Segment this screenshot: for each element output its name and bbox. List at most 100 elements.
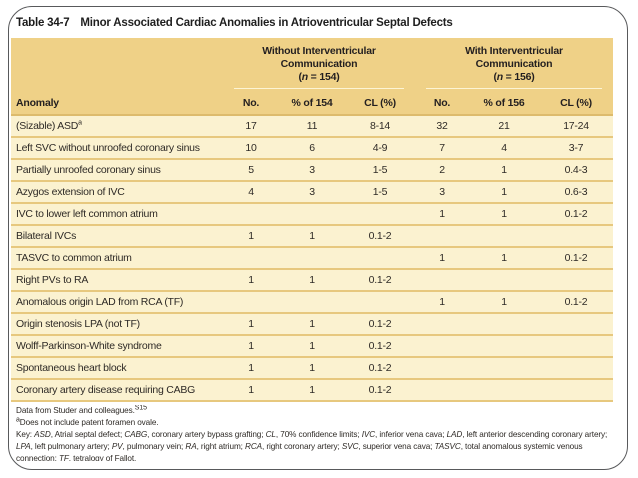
column-header-no-with: No.	[433, 97, 451, 109]
table-row: Left SVC without unroofed coronary sinus…	[11, 138, 613, 160]
group-without-line2: Communication	[280, 58, 358, 70]
anomaly-label: Right PVs to RA	[16, 274, 89, 286]
value-cell: 1	[248, 318, 254, 330]
value-cell: 17-24	[563, 120, 589, 132]
value-cell: 4	[248, 186, 254, 198]
anomaly-label: Bilateral IVCs	[16, 230, 77, 242]
value-cell: 1	[248, 362, 254, 374]
table-caption: Minor Associated Cardiac Anomalies in At…	[80, 17, 453, 29]
group-with-line2: Communication	[475, 58, 553, 70]
group-without-line1: Without Interventricular	[262, 45, 376, 57]
anomaly-footnote-marker: a	[78, 119, 82, 127]
anomaly-label: Anomalous origin LAD from RCA (TF)	[16, 296, 184, 308]
value-cell: 1	[309, 362, 315, 374]
value-cell: 6	[309, 142, 315, 154]
value-cell: 21	[498, 120, 510, 132]
value-cell: 1	[439, 208, 445, 220]
value-cell: 0.1-2	[368, 384, 392, 396]
table-row: IVC to lower left common atrium 1 1 0.1-2	[11, 204, 613, 226]
value-cell: 0.1-2	[368, 362, 392, 374]
column-header-pct-with: % of 156	[483, 97, 525, 109]
source-note: Data from Studer and colleagues.S15	[16, 405, 147, 415]
value-cell: 1	[439, 252, 445, 264]
footnote-a-marker: a	[16, 416, 20, 424]
anomaly-label: Partially unroofed coronary sinus	[16, 164, 161, 176]
group-without-n: (n = 154)	[298, 71, 340, 83]
value-cell: 0.1-2	[564, 208, 588, 220]
column-header-pct-without: % of 154	[291, 97, 333, 109]
value-cell: 5	[248, 164, 254, 176]
value-cell: 32	[436, 120, 448, 132]
table-number: Table 34-7	[16, 17, 70, 29]
value-cell: 1	[309, 318, 315, 330]
value-cell: 0.1-2	[368, 318, 392, 330]
anomaly-label: Origin stenosis LPA (not TF)	[16, 318, 140, 330]
table-row: Anomalous origin LAD from RCA (TF) 1 1 0.1-…	[11, 292, 613, 314]
value-cell: 1	[248, 384, 254, 396]
table-body: (Sizable) ASDa 17 11 8-14 32 21 17-24 Left SVC …	[11, 116, 613, 402]
anomaly-label: Wolff-Parkinson-White syndrome	[16, 340, 162, 352]
value-cell: 1	[501, 208, 507, 220]
table-row: Right PVs to RA 1 1 0.1-2	[11, 270, 613, 292]
value-cell: 1	[439, 296, 445, 308]
value-cell: 1	[309, 230, 315, 242]
group-with-line1: With Interventricular	[465, 45, 563, 57]
anomaly-label: (Sizable) ASDa	[16, 119, 82, 133]
value-cell: 10	[245, 142, 257, 154]
value-cell: 0.6-3	[564, 186, 588, 198]
table-row: Origin stenosis LPA (not TF) 1 1 0.1-2	[11, 314, 613, 336]
table-row: Bilateral IVCs 1 1 0.1-2	[11, 226, 613, 248]
value-cell: 1	[248, 340, 254, 352]
group-header-row: Without Interventricular Communication (…	[11, 38, 613, 89]
group-header-without: Without Interventricular Communication (…	[234, 45, 404, 89]
value-cell: 1-5	[372, 186, 388, 198]
value-cell: 3-7	[568, 142, 584, 154]
group-with-n: (n = 156)	[493, 71, 535, 83]
value-cell: 0.4-3	[564, 164, 588, 176]
table-title: Table 34-7 Minor Associated Cardiac Anoma…	[16, 17, 453, 29]
column-header-cl-without: CL (%)	[364, 97, 396, 109]
table-row: Wolff-Parkinson-White syndrome 1 1 0.1-2	[11, 336, 613, 358]
value-cell: 8-14	[369, 120, 390, 132]
value-cell: 1-5	[372, 164, 388, 176]
anomaly-label: Coronary artery disease requiring CABG	[16, 384, 195, 396]
source-reference: S15	[134, 405, 147, 412]
value-cell: 1	[309, 274, 315, 286]
value-cell: 1	[501, 164, 507, 176]
value-cell: 3	[439, 186, 445, 198]
column-header-no-without: No.	[242, 97, 260, 109]
table-row: Azygos extension of IVC 4 3 1-5 3 1 0.6-3	[11, 182, 613, 204]
value-cell: 1	[501, 252, 507, 264]
value-cell: 0.1-2	[368, 274, 392, 286]
value-cell: 4	[501, 142, 507, 154]
column-header-anomaly: Anomaly	[16, 97, 59, 109]
value-cell: 0.1-2	[368, 340, 392, 352]
anomaly-label: Azygos extension of IVC	[16, 186, 125, 198]
anomaly-label: Left SVC without unroofed coronary sinus	[16, 142, 200, 154]
value-cell: 4-9	[372, 142, 388, 154]
table-row: TASVC to common atrium 1 1 0.1-2	[11, 248, 613, 270]
table-row: Spontaneous heart block 1 1 0.1-2	[11, 358, 613, 380]
value-cell: 2	[439, 164, 445, 176]
table-row: Coronary artery disease requiring CABG 1 1…	[11, 380, 613, 402]
footnote-a: aDoes not include patent foramen ovale.	[16, 416, 159, 427]
value-cell: 11	[306, 120, 318, 132]
value-cell: 7	[439, 142, 445, 154]
value-cell: 3	[309, 186, 315, 198]
value-cell: 1	[501, 296, 507, 308]
column-header-row: Anomaly No. % of 154 CL (%) No. % of 156…	[11, 97, 613, 114]
value-cell: 0.1-2	[564, 296, 588, 308]
key-text: Key: ASD, Atrial septal defect; CABG, co…	[16, 430, 608, 461]
value-cell: 0.1-2	[564, 252, 588, 264]
anomaly-label: TASVC to common atrium	[16, 252, 132, 264]
table-frame: Table 34-7 Minor Associated Cardiac Anoma…	[8, 6, 628, 470]
group-header-spacer	[11, 45, 223, 89]
value-cell: 17	[245, 120, 257, 132]
value-cell: 1	[248, 274, 254, 286]
footnotes: Data from Studer and colleagues.S15 aDoe…	[16, 405, 617, 461]
table-row: Partially unroofed coronary sinus 5 3 1-5 2 1…	[11, 160, 613, 182]
value-cell: 1	[501, 186, 507, 198]
anomaly-label: IVC to lower left common atrium	[16, 208, 158, 220]
group-header-with: With Interventricular Communication (n =…	[426, 45, 602, 89]
